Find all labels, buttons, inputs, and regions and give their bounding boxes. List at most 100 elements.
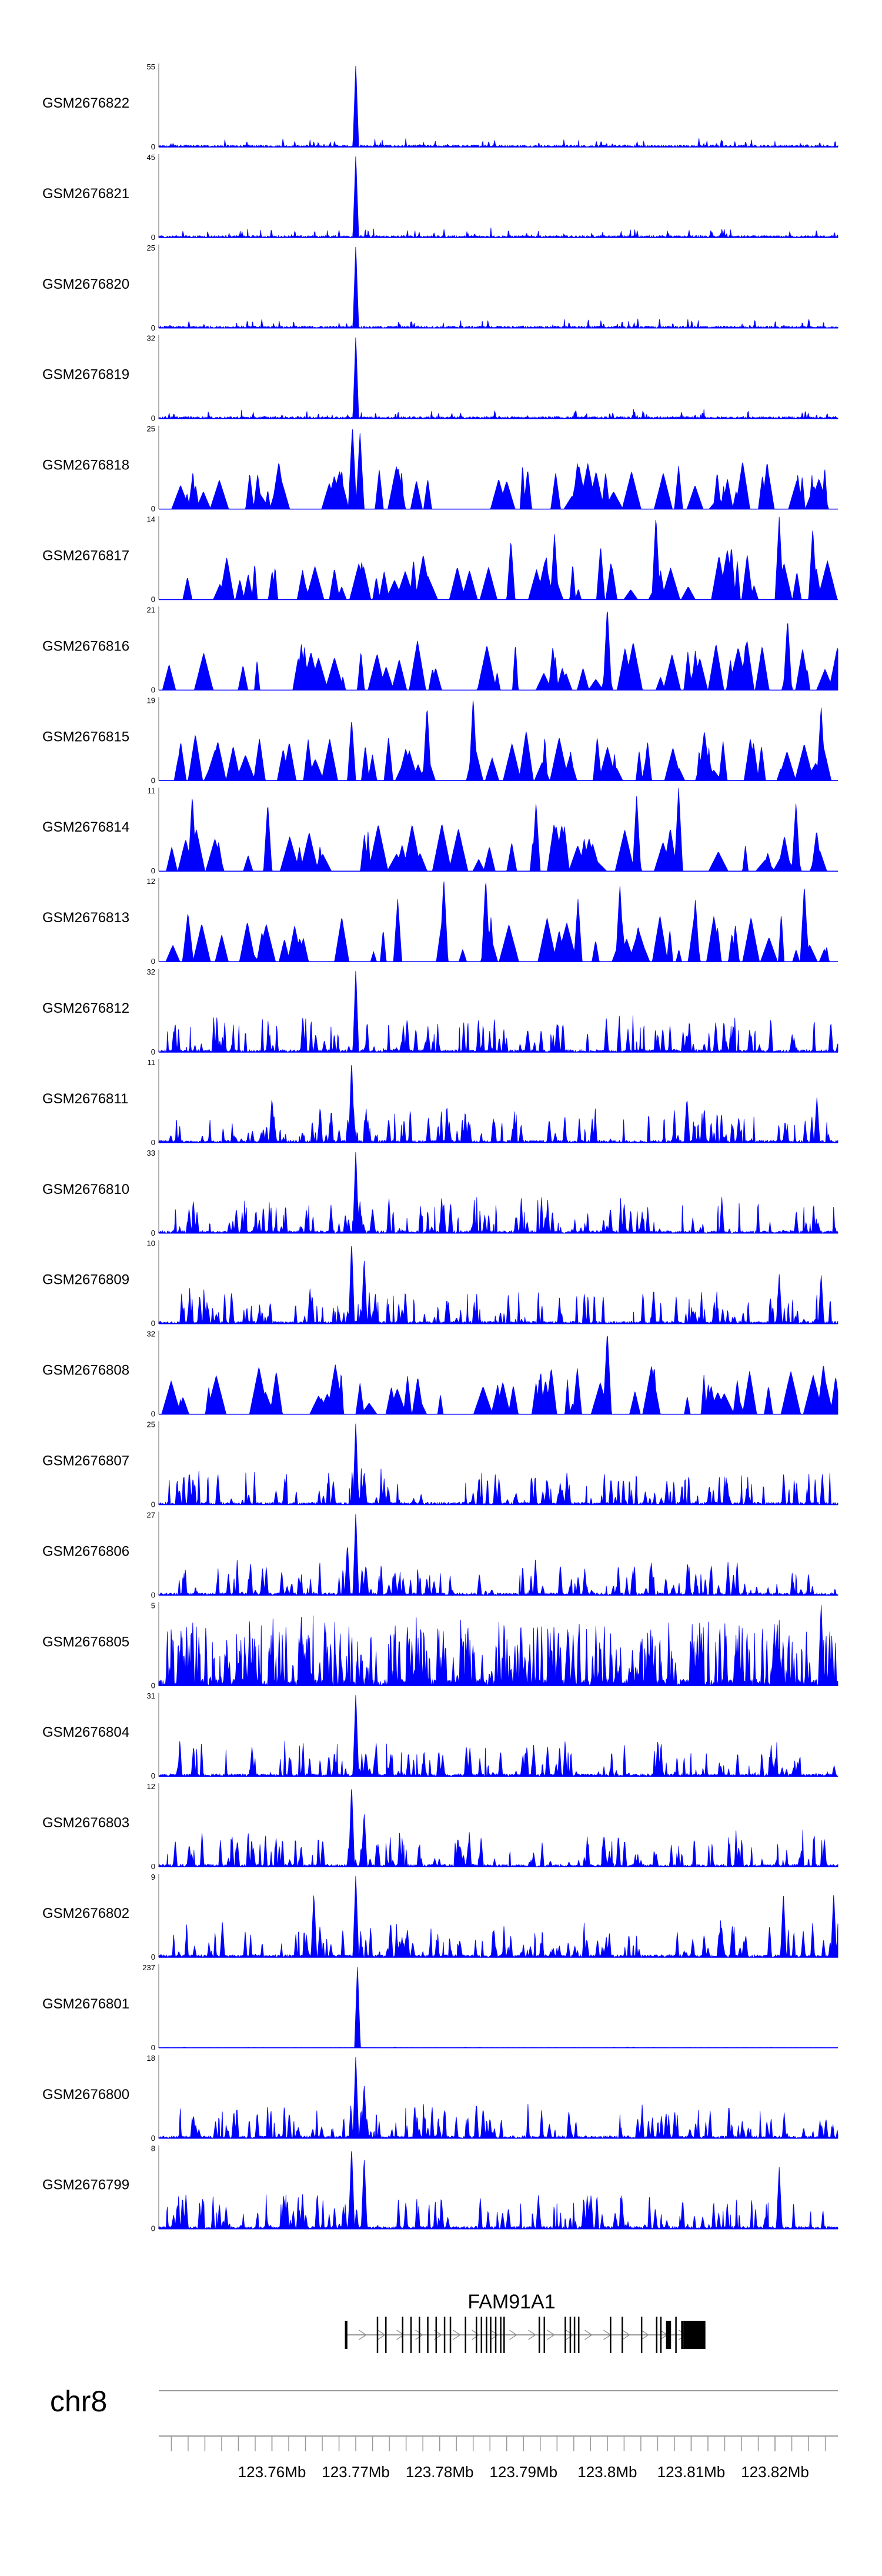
track-GSM2676811: GSM2676811 11 0: [42, 1058, 838, 1147]
y-min-label: 0: [151, 776, 155, 785]
track-label: GSM2676807: [42, 1453, 129, 1469]
strand-chevron: [377, 2330, 386, 2340]
axis-tick-label: 123.77Mb: [322, 2463, 390, 2481]
track-label: GSM2676812: [42, 1000, 129, 1016]
coverage-area: [159, 788, 838, 872]
exon: [486, 2317, 487, 2353]
y-min-label: 0: [151, 414, 155, 423]
coverage-area: [158, 1514, 838, 1596]
coverage-area: [158, 1246, 838, 1325]
y-max-label: 45: [147, 153, 155, 162]
track-label: GSM2676814: [42, 819, 129, 835]
coverage-area: [159, 429, 838, 509]
track-GSM2676808: GSM2676808 32 0: [42, 1330, 838, 1419]
axis-tick-label: 123.76Mb: [238, 2463, 306, 2481]
strand-chevron: [641, 2330, 649, 2340]
exon: [640, 2317, 643, 2353]
y-max-label: 11: [148, 786, 156, 795]
track-GSM2676799: GSM2676799 8 0: [42, 2144, 838, 2233]
coverage-area: [158, 2151, 838, 2230]
track-label: GSM2676817: [42, 548, 129, 564]
y-max-label: 32: [147, 334, 155, 343]
exon: [538, 2317, 540, 2353]
track-label: GSM2676818: [42, 458, 129, 473]
track-GSM2676807: GSM2676807 25 0: [42, 1420, 838, 1509]
track-GSM2676809: GSM2676809 10 0: [42, 1239, 838, 1328]
track-GSM2676801: GSM2676801 237 0: [42, 1963, 838, 2052]
strand-chevron: [528, 2330, 536, 2340]
strand-chevron: [566, 2330, 574, 2340]
track-label: GSM2676813: [42, 910, 129, 926]
track-label: GSM2676800: [42, 2087, 129, 2103]
signal-tracks: GSM2676822550GSM2676821450GSM2676820250G…: [42, 62, 838, 2233]
y-max-label: 32: [147, 967, 155, 976]
y-max-label: 27: [147, 1510, 155, 1519]
y-min-label: 0: [151, 1681, 155, 1690]
y-min-label: 0: [151, 233, 155, 242]
y-min-label: 0: [151, 505, 155, 513]
exon: [573, 2317, 576, 2353]
track-label: GSM2676808: [42, 1363, 129, 1379]
exon: [564, 2317, 566, 2353]
coverage-area: [158, 1065, 838, 1144]
coverage-area: [159, 881, 838, 962]
track-GSM2676819: GSM2676819 32 0: [42, 334, 838, 423]
exon: [427, 2317, 429, 2353]
coverage-area: [158, 337, 838, 419]
y-max-label: 18: [147, 2054, 155, 2063]
y-min-label: 0: [151, 1590, 155, 1599]
y-max-label: 12: [147, 1782, 155, 1791]
y-min-label: 0: [151, 1319, 155, 1328]
coverage-area: [158, 156, 838, 239]
track-GSM2676810: GSM2676810 33 0: [42, 1149, 838, 1237]
y-max-label: 31: [147, 1691, 155, 1700]
exon: [376, 2317, 379, 2353]
track-label: GSM2676801: [42, 1996, 129, 2012]
exon: [410, 2317, 412, 2353]
strand-chevron: [584, 2330, 593, 2340]
track-label: GSM2676811: [42, 1091, 128, 1107]
y-max-label: 11: [148, 1058, 156, 1067]
coverage-area: [158, 1605, 838, 1687]
y-max-label: 9: [151, 1873, 155, 1881]
y-max-label: 237: [142, 1963, 155, 1972]
coverage-area: [159, 516, 838, 600]
exon: [503, 2317, 505, 2353]
exon: [675, 2317, 677, 2353]
coverage-area: [159, 700, 838, 781]
track-GSM2676803: GSM2676803 12 0: [42, 1782, 838, 1871]
strand-chevron: [547, 2330, 555, 2340]
y-min-label: 0: [151, 1229, 155, 1237]
coverage-area: [158, 246, 838, 329]
y-max-label: 10: [147, 1239, 155, 1248]
coverage-area: [158, 1695, 838, 1777]
track-GSM2676802: GSM2676802 9 0: [42, 1873, 838, 1961]
exon: [622, 2317, 623, 2353]
coverage-area: [158, 1789, 838, 1868]
strand-chevron: [490, 2330, 499, 2340]
track-GSM2676812: GSM2676812 32 0: [42, 967, 838, 1056]
exon: [435, 2317, 437, 2353]
track-GSM2676814: GSM2676814 11 0: [42, 786, 838, 875]
y-max-label: 19: [147, 696, 155, 705]
strand-chevron: [622, 2330, 630, 2340]
coverage-area: [158, 1876, 838, 1958]
track-GSM2676800: GSM2676800 18 0: [42, 2054, 838, 2143]
exon: [656, 2317, 658, 2353]
exon: [543, 2317, 545, 2353]
y-max-label: 32: [147, 1330, 155, 1339]
exon: [490, 2317, 492, 2353]
axis-tick-label: 123.8Mb: [577, 2463, 637, 2481]
track-GSM2676822: GSM2676822 55 0: [42, 62, 838, 151]
y-min-label: 0: [151, 595, 155, 604]
y-max-label: 25: [147, 425, 155, 433]
chromosome-label: chr8: [50, 2385, 107, 2418]
track-GSM2676805: GSM2676805 5 0: [42, 1601, 838, 1690]
exon: [480, 2317, 483, 2353]
exon: [500, 2317, 502, 2353]
track-label: GSM2676799: [42, 2177, 129, 2193]
track-GSM2676816: GSM2676816 21 0: [42, 605, 838, 694]
axis-tick-label: 123.82Mb: [741, 2463, 809, 2481]
exon: [666, 2321, 671, 2349]
track-GSM2676821: GSM2676821 45 0: [42, 153, 838, 242]
